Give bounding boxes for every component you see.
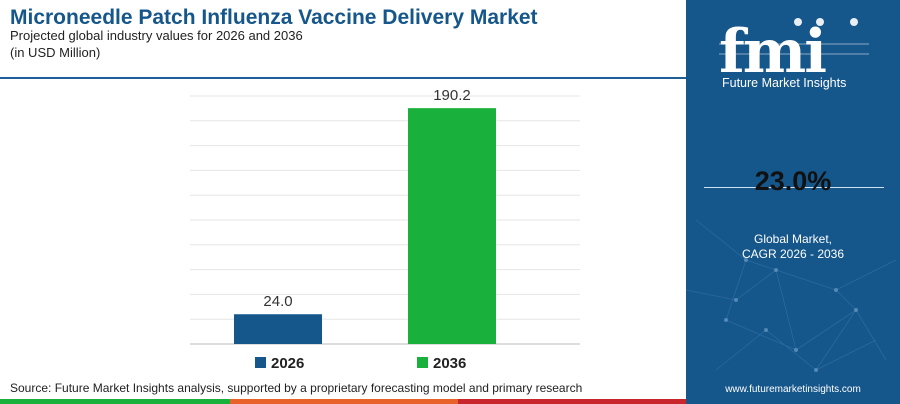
cagr-label: Global Market,: [753, 232, 833, 246]
footer-bar-red: [458, 399, 686, 404]
website-link[interactable]: www.futuremarketinsights.com: [725, 384, 861, 395]
chart-subtitle: Projected global industry values for 202…: [10, 28, 303, 43]
source-note: Source: Future Market Insights analysis,…: [10, 381, 583, 395]
logo-brand-text: fmi: [719, 17, 826, 87]
cagr-panel: fmi Future Market Insights 23.0% Global …: [686, 0, 900, 399]
value-label-2026: 24.0: [263, 293, 292, 310]
legend-label-2026: 2026: [271, 355, 304, 372]
footer-bar-green: [0, 399, 230, 404]
bar-2036: [408, 108, 496, 344]
header-divider: [0, 77, 686, 79]
value-labels-group: 24.0 190.2: [263, 87, 470, 310]
bar-2026: [234, 314, 322, 344]
unit-label: (in USD Million): [10, 45, 101, 60]
chart-title: Microneedle Patch Influenza Vaccine Deli…: [10, 6, 538, 29]
cagr-period: CAGR 2026 - 2036: [741, 247, 845, 261]
legend-swatch-2026: [255, 357, 266, 368]
bar-chart: 24.0 190.2 2026 2036: [190, 87, 580, 372]
cagr-divider: [704, 187, 884, 188]
legend-label-2036: 2036: [433, 355, 466, 372]
gridlines: [190, 95, 580, 345]
fmi-logo: fmi: [719, 17, 869, 87]
network-pattern: [686, 219, 897, 372]
legend-swatch-2036: [417, 357, 428, 368]
value-label-2036: 190.2: [433, 87, 471, 104]
bars-group: [234, 108, 496, 344]
footer-bar-blue: [686, 399, 900, 404]
brand-name: Future Market Insights: [722, 76, 847, 90]
cagr-value: 23.0%: [754, 166, 832, 196]
footer-bar-orange: [230, 399, 458, 404]
legend: 2026 2036: [255, 355, 466, 372]
